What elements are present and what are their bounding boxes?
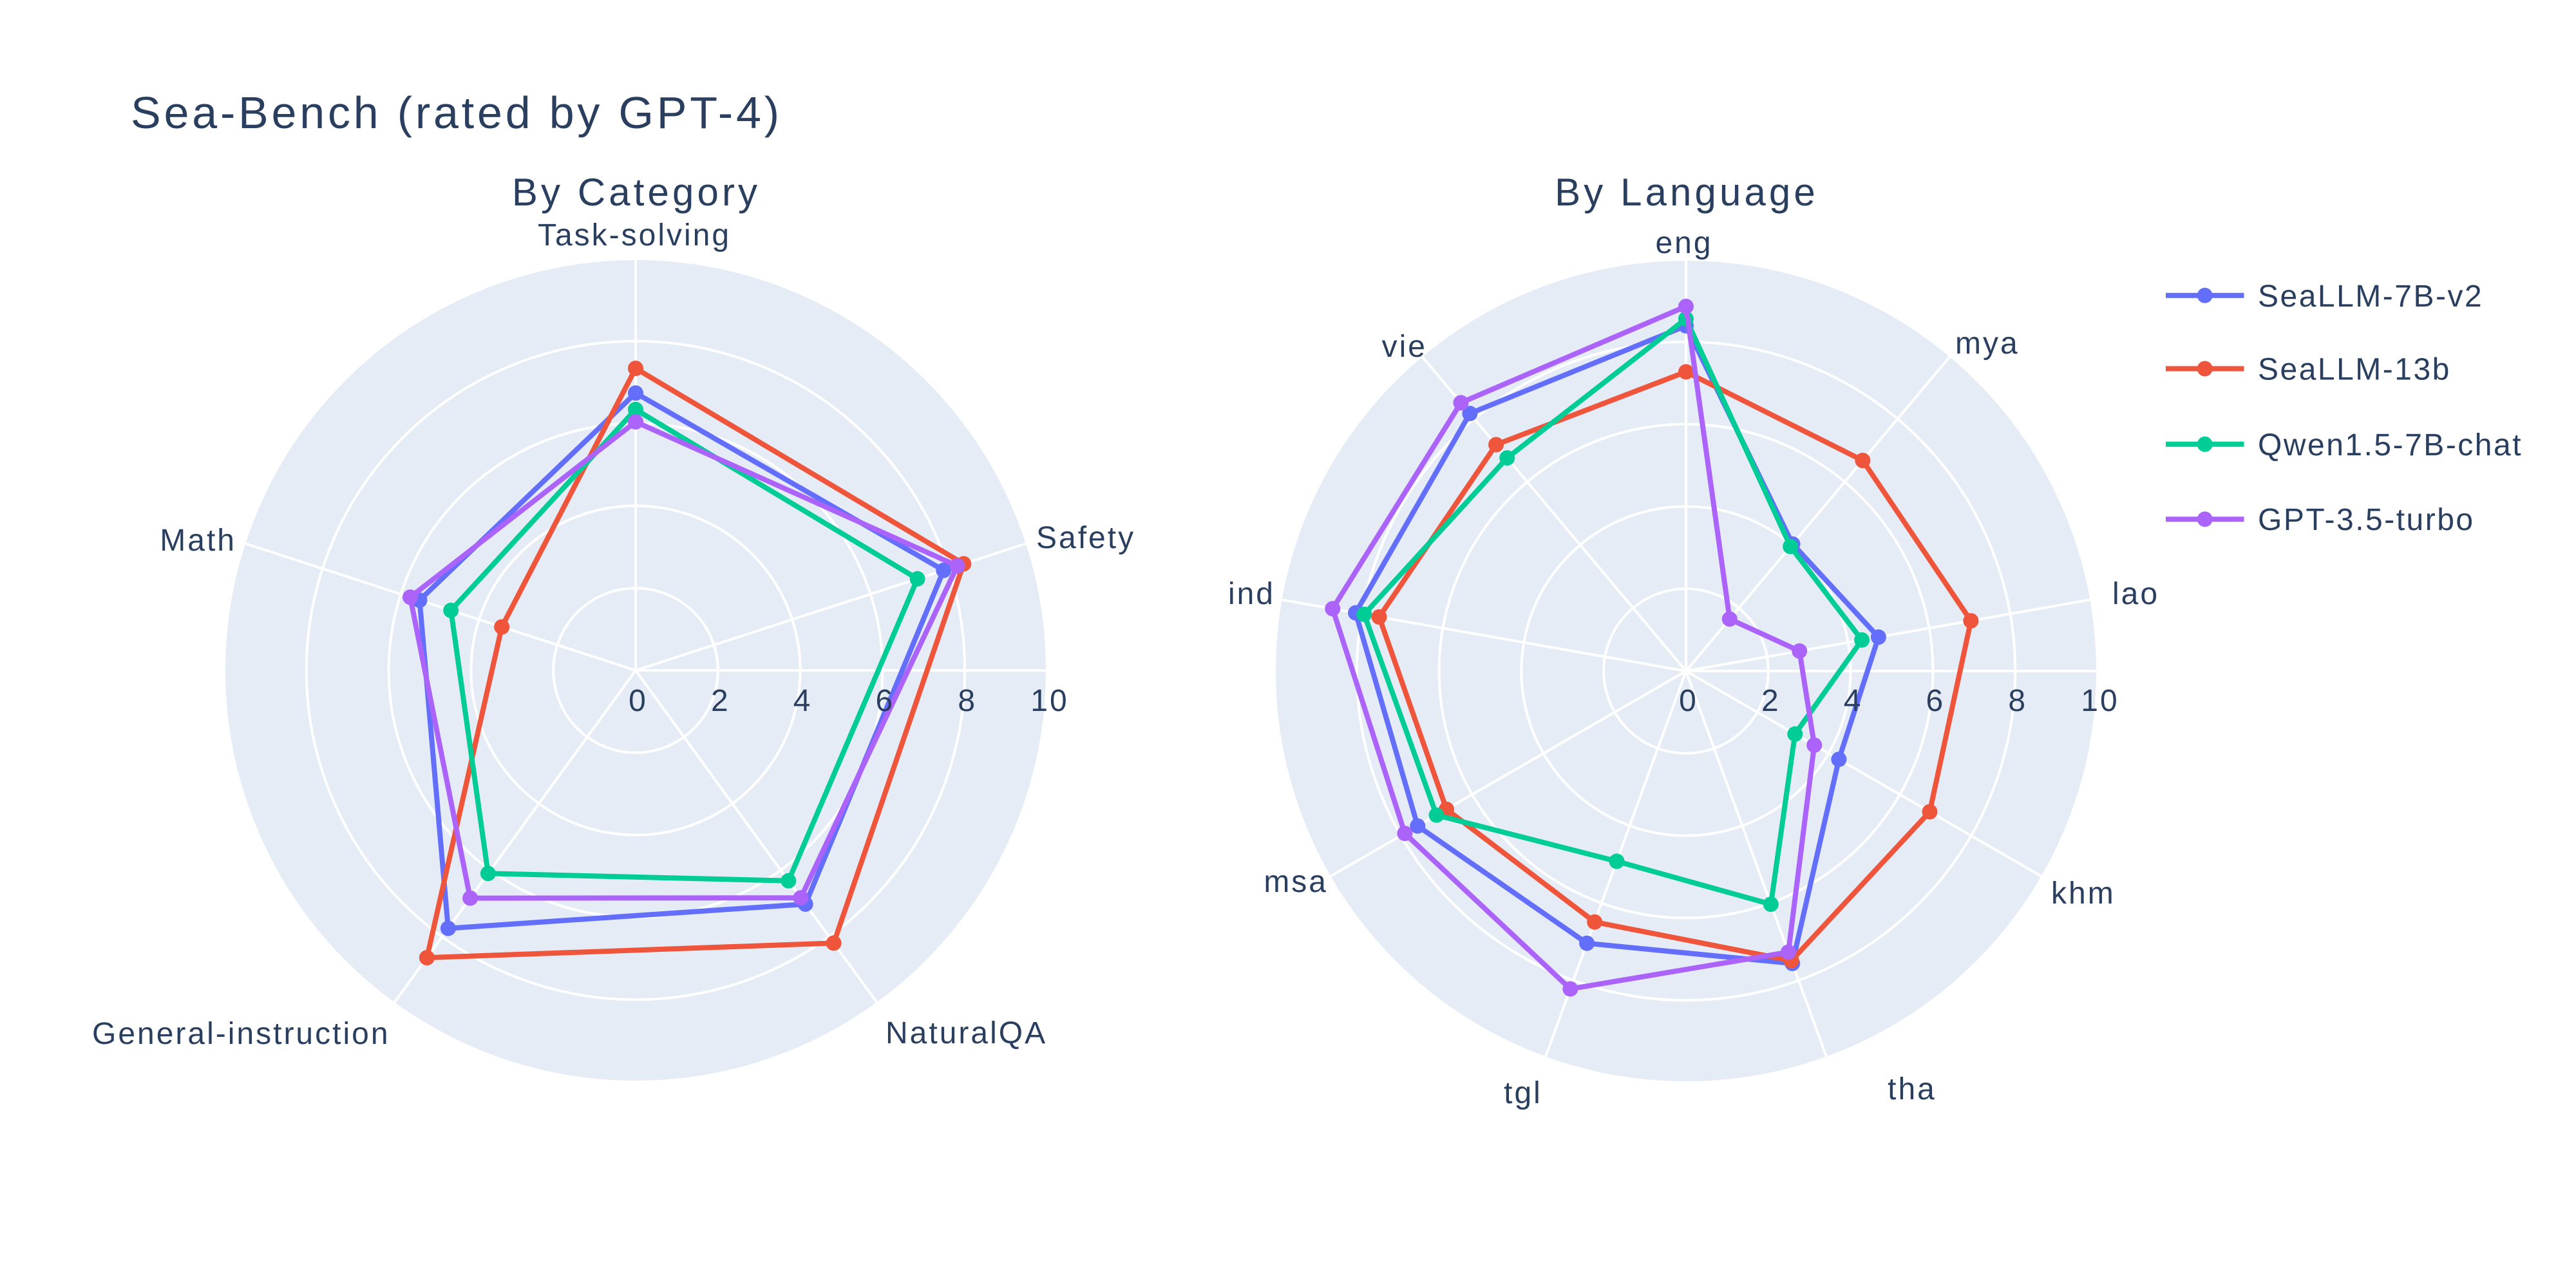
svg-text:GPT-3.5-turbo: GPT-3.5-turbo bbox=[2258, 503, 2475, 537]
svg-text:SeaLLM-7B-v2: SeaLLM-7B-v2 bbox=[2258, 279, 2483, 314]
svg-text:10: 10 bbox=[2081, 684, 2119, 718]
svg-text:Qwen1.5-7B-chat: Qwen1.5-7B-chat bbox=[2258, 428, 2523, 462]
svg-text:0: 0 bbox=[629, 684, 648, 718]
svg-text:Math: Math bbox=[160, 524, 236, 558]
svg-text:By Category: By Category bbox=[512, 171, 761, 214]
svg-text:6: 6 bbox=[876, 684, 895, 718]
svg-text:6: 6 bbox=[1926, 684, 1946, 718]
svg-text:ind: ind bbox=[1228, 577, 1275, 611]
svg-text:4: 4 bbox=[793, 684, 813, 718]
svg-text:Sea-Bench (rated by GPT-4): Sea-Bench (rated by GPT-4) bbox=[131, 88, 782, 138]
svg-text:2: 2 bbox=[711, 684, 730, 718]
svg-text:General-instruction: General-instruction bbox=[92, 1017, 390, 1051]
svg-text:Task-solving: Task-solving bbox=[538, 218, 731, 252]
svg-text:By Language: By Language bbox=[1555, 171, 1819, 214]
svg-text:10: 10 bbox=[1030, 684, 1068, 718]
svg-text:eng: eng bbox=[1655, 226, 1712, 260]
svg-text:SeaLLM-13b: SeaLLM-13b bbox=[2258, 353, 2451, 387]
svg-text:0: 0 bbox=[1679, 684, 1698, 718]
svg-text:tgl: tgl bbox=[1504, 1076, 1542, 1110]
svg-text:mya: mya bbox=[1955, 327, 2020, 361]
svg-text:8: 8 bbox=[958, 684, 977, 718]
svg-text:2: 2 bbox=[1761, 684, 1781, 718]
svg-text:4: 4 bbox=[1844, 684, 1863, 718]
svg-text:vie: vie bbox=[1382, 330, 1427, 364]
svg-text:Safety: Safety bbox=[1036, 521, 1135, 555]
svg-text:khm: khm bbox=[2051, 876, 2116, 911]
svg-text:lao: lao bbox=[2112, 577, 2159, 611]
svg-text:NaturalQA: NaturalQA bbox=[886, 1016, 1047, 1050]
svg-text:8: 8 bbox=[2008, 684, 2027, 718]
svg-text:msa: msa bbox=[1264, 865, 1328, 899]
svg-text:tha: tha bbox=[1888, 1072, 1937, 1106]
